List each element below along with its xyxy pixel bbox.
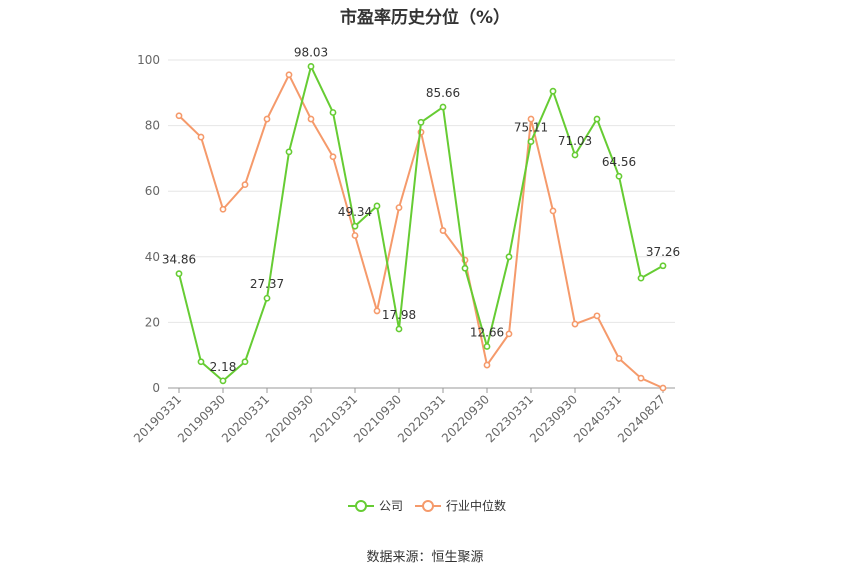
data-label: 12.66 <box>470 325 504 339</box>
data-point <box>483 343 491 350</box>
legend: 公司 行业中位数 <box>348 498 506 513</box>
data-point <box>219 377 227 385</box>
data-point <box>197 133 205 141</box>
data-point <box>439 103 447 111</box>
data-point <box>241 358 249 366</box>
data-point <box>175 112 183 120</box>
data-label: 71.03 <box>558 134 592 148</box>
data-point <box>219 205 227 213</box>
data-point <box>571 320 579 328</box>
data-label: 49.34 <box>338 205 372 219</box>
data-point <box>593 312 601 320</box>
data-point <box>329 109 337 116</box>
data-point <box>329 153 337 161</box>
data-point <box>593 115 601 123</box>
data-point <box>615 355 623 362</box>
data-point <box>527 115 535 123</box>
data-point <box>637 274 645 282</box>
data-label: 85.66 <box>426 86 460 100</box>
y-tick-label: 100 <box>137 53 160 67</box>
data-point <box>307 115 315 123</box>
legend-marker <box>355 500 367 512</box>
y-tick-label: 40 <box>145 250 160 264</box>
data-point <box>373 307 381 315</box>
data-point <box>549 207 557 215</box>
data-point <box>307 63 315 70</box>
data-point <box>571 151 579 159</box>
data-point <box>197 358 205 366</box>
data-point <box>659 262 667 270</box>
data-point <box>615 172 623 180</box>
legend-item-industry-median: 行业中位数 <box>415 498 506 513</box>
data-point <box>505 330 513 338</box>
series-line <box>178 65 664 382</box>
data-point <box>483 361 491 369</box>
data-label: 17.98 <box>382 308 416 322</box>
data-point <box>659 384 667 392</box>
y-tick-label: 80 <box>145 119 160 133</box>
data-point <box>175 270 183 278</box>
data-source-note: 数据来源：恒生聚源 <box>366 550 484 565</box>
data-label: 27.37 <box>250 277 284 291</box>
data-point <box>505 253 513 261</box>
data-point <box>263 294 271 302</box>
data-point <box>351 232 359 239</box>
legend-label: 行业中位数 <box>446 498 506 513</box>
data-point <box>285 148 293 156</box>
data-label: 34.86 <box>162 253 196 267</box>
series-company: 34.86 2.18 27.37 98.03 49.34 17.98 85.66 12.66 7… <box>162 45 680 385</box>
legend-marker <box>422 500 434 512</box>
data-point <box>527 138 535 146</box>
data-label: 98.03 <box>294 45 328 59</box>
data-label: 64.56 <box>602 155 636 169</box>
y-tick-label: 60 <box>145 184 160 198</box>
legend-label: 公司 <box>379 499 403 513</box>
data-point <box>263 115 271 123</box>
chart-title: 市盈率历史分位（%） <box>339 8 511 28</box>
data-label: 75.11 <box>514 121 548 135</box>
y-tick-label: 0 <box>152 381 160 395</box>
data-label: 2.18 <box>210 360 237 374</box>
data-point <box>439 227 447 234</box>
data-point <box>373 202 381 210</box>
x-tick-label: 20240827 <box>615 392 668 445</box>
y-tick-label: 20 <box>145 315 160 329</box>
data-point <box>395 204 403 211</box>
data-point <box>417 118 425 126</box>
legend-item-company: 公司 <box>348 499 403 513</box>
data-point <box>637 374 645 382</box>
data-point <box>241 181 249 189</box>
data-label: 37.26 <box>646 245 680 259</box>
data-point <box>351 222 359 230</box>
series-industry-median <box>175 71 667 392</box>
data-point <box>549 87 557 95</box>
data-point <box>461 264 469 272</box>
data-point <box>285 71 293 79</box>
data-point <box>395 325 403 333</box>
